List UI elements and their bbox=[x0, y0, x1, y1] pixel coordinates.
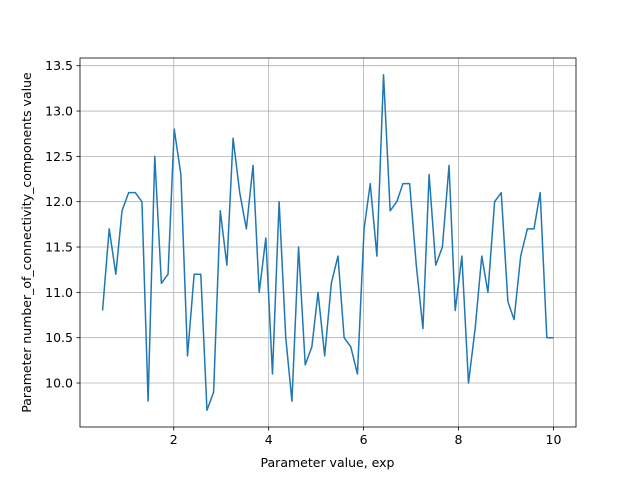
y-tick-label: 10.5 bbox=[45, 330, 73, 345]
y-tick-label: 13.5 bbox=[45, 58, 73, 73]
x-tick-label: 8 bbox=[455, 432, 463, 447]
x-tick-label: 6 bbox=[360, 432, 368, 447]
x-tick-label: 10 bbox=[546, 432, 562, 447]
y-tick-label: 10.0 bbox=[45, 376, 73, 391]
y-tick-label: 12.5 bbox=[45, 149, 73, 164]
x-tick-label: 2 bbox=[170, 432, 178, 447]
y-tick-label: 13.0 bbox=[45, 104, 73, 119]
y-tick-label: 11.5 bbox=[45, 240, 73, 255]
y-axis-label: Parameter number_of_connectivity_compone… bbox=[19, 72, 34, 413]
x-axis-label: Parameter value, exp bbox=[261, 455, 395, 470]
data-line bbox=[101, 74, 554, 411]
plot-frame bbox=[79, 57, 577, 428]
y-tick-label: 12.0 bbox=[45, 194, 73, 209]
x-tick-label: 4 bbox=[265, 432, 273, 447]
y-tick-label: 11.0 bbox=[45, 285, 73, 300]
